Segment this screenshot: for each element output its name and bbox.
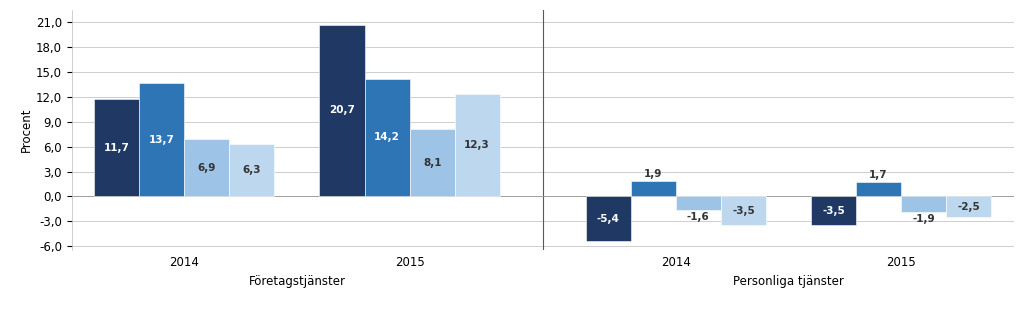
Text: 20,7: 20,7 [329, 106, 355, 116]
Text: -3,5: -3,5 [732, 206, 755, 216]
Text: -5,4: -5,4 [597, 214, 620, 224]
Bar [319, 25, 365, 196]
Text: Personliga tjänster: Personliga tjänster [733, 275, 844, 288]
Bar [455, 94, 500, 196]
Bar [721, 196, 766, 225]
Text: -1,9: -1,9 [912, 214, 935, 224]
Text: 12,3: 12,3 [464, 140, 490, 150]
Bar [586, 196, 631, 241]
Bar [410, 129, 455, 196]
Text: -1,6: -1,6 [687, 212, 710, 222]
Text: 14,2: 14,2 [374, 133, 400, 143]
Text: 1,7: 1,7 [869, 170, 888, 180]
Bar [184, 139, 229, 196]
Text: 13,7: 13,7 [148, 134, 175, 144]
Text: 8,1: 8,1 [423, 158, 441, 168]
Text: 11,7: 11,7 [103, 143, 130, 153]
Text: 6,3: 6,3 [243, 165, 261, 175]
Bar [365, 79, 410, 196]
Bar [229, 144, 274, 196]
Text: Företagstjänster: Företagstjänster [249, 275, 345, 288]
Text: 1,9: 1,9 [644, 169, 663, 178]
Bar [811, 196, 856, 225]
Y-axis label: Procent: Procent [20, 108, 33, 152]
Bar [631, 181, 676, 196]
Text: -2,5: -2,5 [957, 202, 980, 212]
Bar [946, 196, 991, 217]
Bar [94, 99, 139, 196]
Bar [901, 196, 946, 212]
Text: -3,5: -3,5 [822, 206, 845, 216]
Bar [676, 196, 721, 210]
Bar [139, 83, 184, 196]
Text: 6,9: 6,9 [198, 163, 216, 173]
Bar [856, 182, 901, 196]
